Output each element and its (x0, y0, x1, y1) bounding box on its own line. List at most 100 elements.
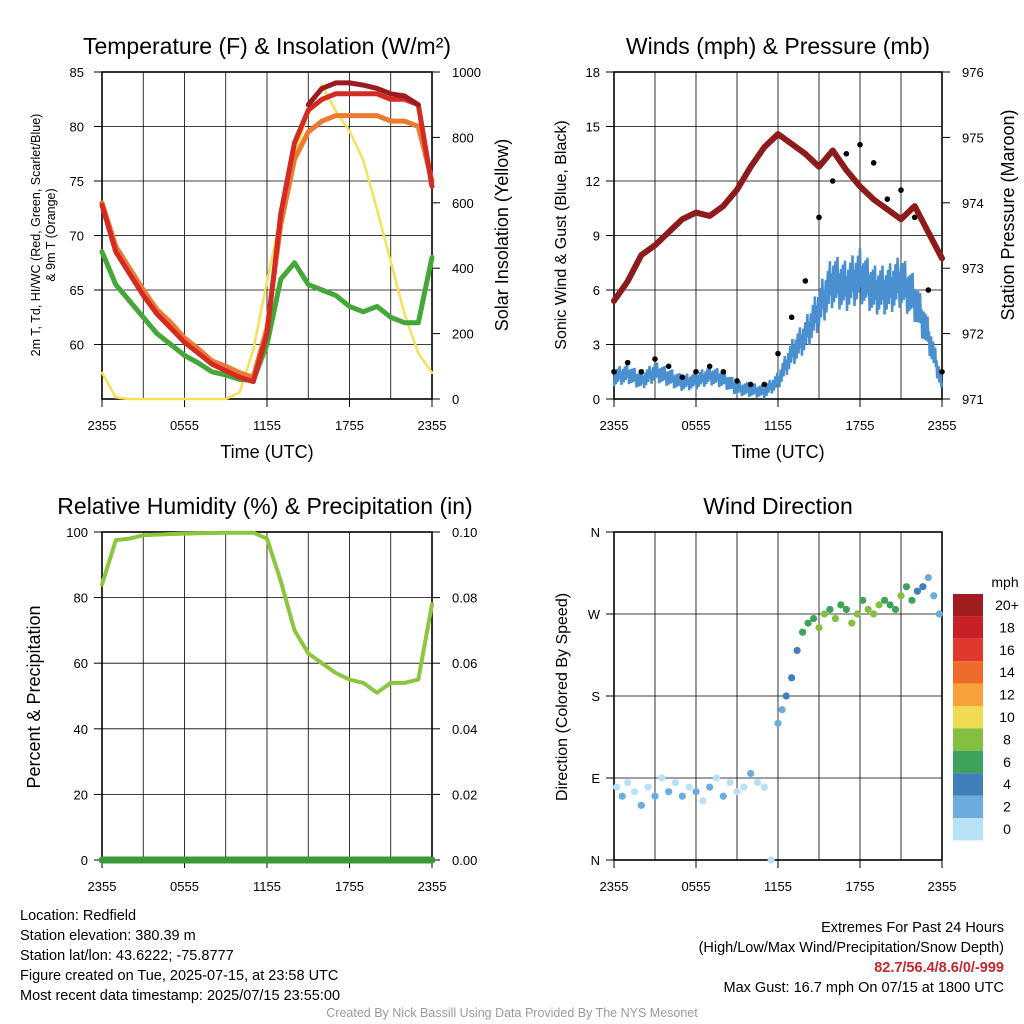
direction-point (848, 619, 856, 627)
y-tick-label: 65 (70, 283, 84, 298)
legend-label: 20+ (995, 597, 1019, 613)
y2-tick-label: 0.04 (452, 722, 477, 737)
y2-tick-label: 0.08 (452, 591, 477, 606)
gust-point (665, 363, 672, 370)
direction-point (886, 601, 894, 609)
y-tick-label: 85 (70, 65, 84, 80)
y2-tick-label: 972 (962, 327, 984, 342)
y2-tick-label: 0.10 (452, 525, 477, 540)
direction-point (719, 792, 727, 800)
legend-swatch (953, 750, 983, 774)
legend-swatch (953, 818, 983, 841)
y-tick-label: 0 (593, 392, 600, 407)
gust-point (843, 150, 850, 157)
direction-point (733, 788, 741, 796)
gust-point (638, 368, 645, 375)
y2-tick-label: 0.00 (452, 853, 477, 868)
direction-point (826, 605, 834, 614)
direction-point (799, 628, 807, 636)
latlon-text: Station lat/lon: 43.6222; -75.8777 (20, 948, 234, 964)
direction-point (804, 619, 812, 627)
direction-point (747, 769, 755, 778)
direction-point (815, 624, 823, 632)
x-tick-label: 2355 (88, 418, 117, 433)
extremes-subtitle: (High/Low/Max Wind/Precipitation/Snow De… (698, 940, 1004, 956)
y2-tick-label: 0.02 (452, 787, 477, 802)
y-axis-label-line1: 2m T, Td, HI/WC (Red, Green, Scarlet/Blu… (29, 114, 43, 357)
direction-point (919, 583, 927, 591)
x-axis-label: Time (UTC) (220, 442, 313, 462)
direction-point (881, 596, 889, 604)
direction-point (613, 783, 621, 791)
y2-tick-label: 971 (962, 392, 984, 407)
y-tick-label: 60 (70, 338, 84, 353)
gust-point (911, 214, 918, 221)
gust-point (925, 287, 932, 293)
direction-point (726, 778, 734, 787)
dewpoint-line (99, 249, 435, 383)
extremes-values: 82.7/56.4/8.6/0/-999 (874, 960, 1004, 976)
legend-label: 8 (1003, 731, 1011, 747)
gust-point (761, 381, 768, 388)
y-tick-label: E (591, 771, 600, 786)
x-tick-label: 2355 (600, 879, 629, 894)
direction-point (651, 792, 659, 800)
extremes-title: Extremes For Past 24 Hours (821, 920, 1004, 936)
direction-point (891, 605, 900, 614)
x-tick-label: 2355 (418, 879, 447, 894)
gust-point (720, 368, 727, 375)
gust-point (679, 374, 686, 381)
y2-tick-label: 0 (452, 392, 459, 407)
direction-point (685, 783, 693, 791)
direction-point (712, 774, 721, 782)
legend-swatch (953, 638, 983, 662)
elevation-text: Station elevation: 380.39 m (20, 928, 196, 944)
direction-point (760, 783, 768, 791)
y2-tick-label: 973 (962, 261, 984, 276)
legend-swatch (953, 795, 983, 818)
gust-point (816, 214, 822, 221)
direction-point (740, 783, 748, 791)
chart-title: Wind Direction (703, 493, 853, 519)
gust-point (857, 141, 863, 148)
max-gust-text: Max Gust: 16.7 mph On 07/15 at 1800 UTC (723, 980, 1004, 996)
direction-point (875, 601, 883, 609)
y2-tick-label: 1000 (452, 65, 481, 80)
direction-point (908, 596, 916, 604)
chart-title: Relative Humidity (%) & Precipitation (i… (57, 493, 472, 519)
credit-text: Created By Nick Bassill Using Data Provi… (326, 1006, 698, 1020)
y2-tick-label: 800 (452, 130, 474, 145)
y-tick-label: 80 (70, 120, 84, 135)
legend-label: 2 (1003, 799, 1011, 815)
y-tick-label: 18 (586, 65, 600, 80)
direction-point (859, 596, 867, 604)
y-tick-label: 80 (74, 591, 88, 606)
x-tick-label: 2355 (600, 418, 629, 433)
legend-label: 4 (1003, 776, 1011, 792)
y-tick-label: 60 (74, 656, 88, 671)
y-axis-label: Sonic Wind & Gust (Blue, Black) (553, 120, 570, 349)
direction-point (665, 788, 673, 796)
direction-point (870, 610, 878, 618)
direction-point (637, 801, 645, 809)
gust-point (939, 368, 945, 375)
y-axis-label-line2: & 9m T (Orange) (44, 188, 58, 281)
legend-label: 12 (999, 687, 1015, 703)
y2-tick-label: 974 (962, 196, 984, 211)
y2-axis-label: Station Pressure (Maroon) (998, 109, 1018, 320)
gust-point (706, 363, 713, 370)
gust-point (898, 187, 904, 193)
heat-index-line (305, 80, 421, 108)
legend-label: 14 (999, 664, 1015, 680)
y-tick-label: 0 (81, 853, 88, 868)
direction-point (778, 706, 786, 714)
x-tick-label: 1155 (253, 879, 281, 894)
winds-pressure-panel: 0 3 6 9 12 15 18 971 972 973 974 975 976 2355 0555 1155… (553, 33, 1018, 462)
direction-point (624, 778, 632, 787)
temperature-panel: 0 200 400 600 800 1000 2355 0555 1155 1755 2355 Tem… (29, 33, 512, 462)
direction-point (930, 592, 938, 600)
pressure-line (611, 131, 945, 304)
legend-swatch (953, 773, 983, 796)
